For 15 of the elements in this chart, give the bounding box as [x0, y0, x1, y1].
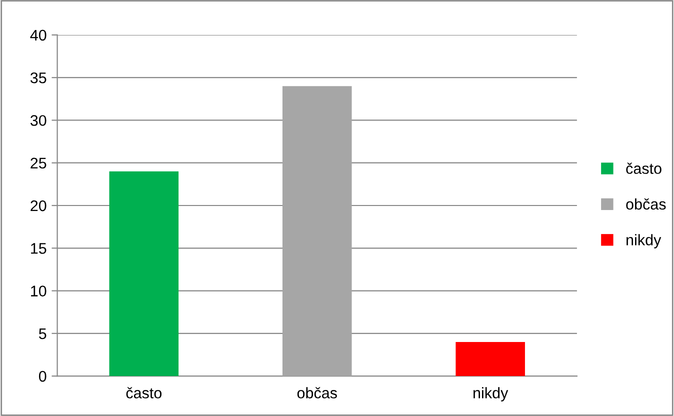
- legend-label: často: [626, 162, 662, 174]
- y-tick-label: 30: [30, 115, 46, 126]
- x-tick-label: nikdy: [474, 387, 508, 402]
- y-tick-label: 5: [38, 328, 46, 340]
- y-tick-label: 25: [30, 158, 46, 169]
- y-tick-label: 10: [31, 286, 46, 296]
- y-tick-label: 0: [38, 370, 46, 382]
- y-tick-label: 35: [30, 72, 46, 84]
- legend-label: nikdy: [626, 234, 662, 248]
- legend-label: občas: [626, 198, 666, 210]
- y-tick-label: 15: [31, 243, 46, 254]
- x-tick-label: často: [126, 387, 162, 398]
- y-tick-label: 20: [30, 200, 46, 212]
- x-tick-label: občas: [297, 387, 337, 398]
- y-tick-label: 40: [30, 30, 46, 41]
